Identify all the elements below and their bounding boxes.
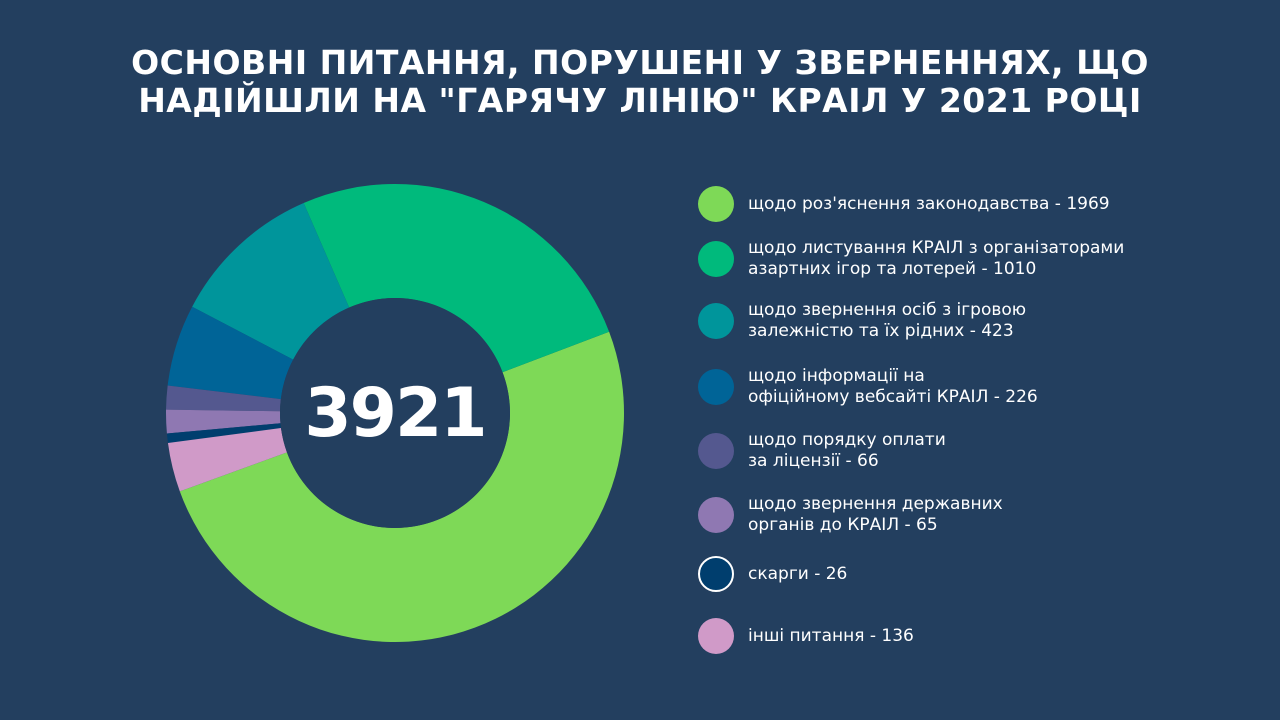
donut-slice xyxy=(192,203,350,360)
legend-label: скарги - 26 xyxy=(748,563,848,584)
legend-label: щодо роз'яснення законодавства - 1969 xyxy=(748,193,1110,214)
legend-item: щодо листування КРАІЛ з організаторами а… xyxy=(698,238,1124,280)
legend-label: щодо звернення осіб з ігровою залежністю… xyxy=(748,300,1027,341)
legend-swatch xyxy=(698,433,734,469)
legend-swatch xyxy=(698,556,734,592)
legend-swatch xyxy=(698,369,734,405)
donut-slice xyxy=(179,331,625,643)
legend-item: щодо інформації на офіційному вебсайті К… xyxy=(698,366,1038,408)
legend-label: інші питання - 136 xyxy=(748,625,914,646)
donut-chart-svg xyxy=(166,184,625,643)
donut-slice xyxy=(303,184,610,373)
legend-item: скарги - 26 xyxy=(698,556,847,592)
donut-slice xyxy=(167,306,294,400)
donut-slice xyxy=(166,409,281,434)
legend-item: інші питання - 136 xyxy=(698,618,914,654)
chart-title-line-1: Основні питання, порушені у зверненнях, … xyxy=(131,43,1149,82)
legend-swatch xyxy=(698,241,734,277)
donut-slice xyxy=(166,423,281,443)
legend-swatch xyxy=(698,186,734,222)
legend-label: щодо листування КРАІЛ з організаторами а… xyxy=(748,238,1125,279)
donut-slice xyxy=(166,385,281,412)
donut-chart: 3921 xyxy=(150,168,640,658)
legend-item: щодо звернення державних органів до КРАІ… xyxy=(698,494,1003,536)
legend-label: щодо інформації на офіційному вебсайті К… xyxy=(748,366,1038,407)
legend-item: щодо порядку оплати за ліцензії - 66 xyxy=(698,430,946,472)
chart-title-line-2: надійшли на "гарячу лінію" КРАІЛ у 2021 … xyxy=(138,81,1142,120)
legend-label: щодо звернення державних органів до КРАІ… xyxy=(748,494,1003,535)
donut-slice xyxy=(167,428,287,492)
legend-swatch xyxy=(698,618,734,654)
legend-item: щодо роз'яснення законодавства - 1969 xyxy=(698,186,1110,222)
donut-hole xyxy=(280,298,510,528)
legend-label: щодо порядку оплати за ліцензії - 66 xyxy=(748,430,946,471)
legend-item: щодо звернення осіб з ігровою залежністю… xyxy=(698,300,1026,342)
legend-swatch xyxy=(698,303,734,339)
chart-title: Основні питання, порушені у зверненнях, … xyxy=(0,44,1280,120)
legend-swatch xyxy=(698,497,734,533)
